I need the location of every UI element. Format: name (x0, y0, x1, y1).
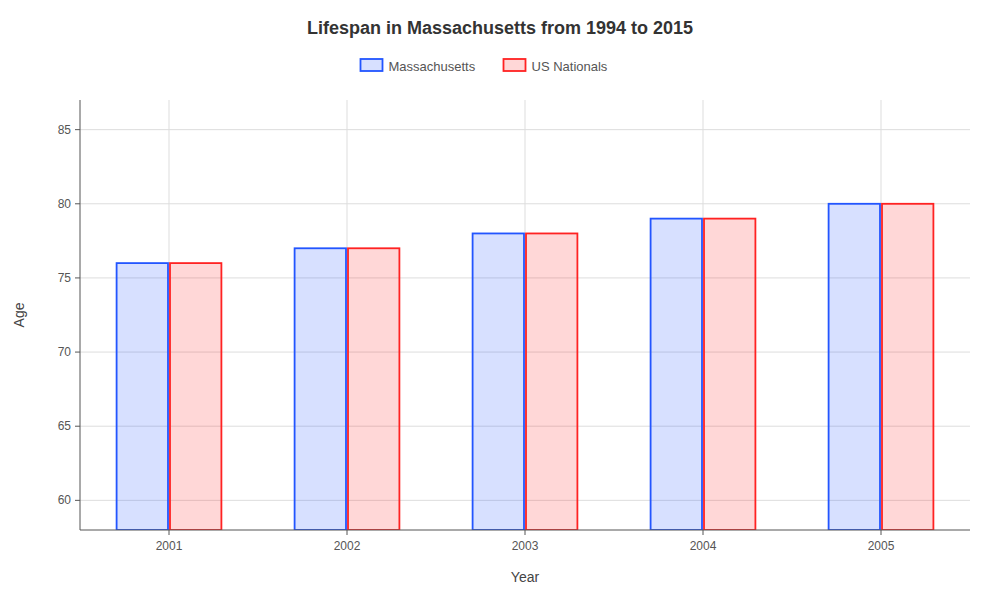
x-tick-label: 2002 (334, 539, 361, 553)
bar (170, 263, 221, 530)
grid (80, 100, 970, 530)
y-axis-line (80, 100, 81, 530)
y-tick (75, 277, 80, 278)
x-tick (347, 530, 348, 535)
legend-swatch (504, 59, 526, 71)
legend-label: Massachusetts (389, 59, 476, 74)
chart: 60 65 70 75 80 85 2001 2002 2003 2004 2005 Year Age L… (0, 0, 1000, 600)
page: {"chart_data": {"type": "bar", "title": … (0, 0, 1000, 600)
legend-swatch (361, 59, 383, 71)
x-tick (703, 530, 704, 535)
x-tick (881, 530, 882, 535)
x-axis-label: Year (511, 569, 540, 585)
bar (526, 233, 577, 530)
y-tick (75, 203, 80, 204)
bar (882, 204, 933, 530)
title: Lifespan in Massachusetts from 1994 to 2… (307, 18, 693, 38)
bars (117, 204, 934, 530)
bar (348, 248, 399, 530)
x-tick-label: 2001 (156, 539, 183, 553)
x-tick-label: 2005 (868, 539, 895, 553)
y-tick (75, 500, 80, 501)
y-tick-label: 80 (58, 197, 72, 211)
bar (704, 219, 755, 530)
x-tick-label: 2003 (512, 539, 539, 553)
y-tick-label: 75 (58, 271, 72, 285)
bar (117, 263, 168, 530)
y-tick-label: 70 (58, 345, 72, 359)
x-tick (169, 530, 170, 535)
x-tick-label: 2004 (690, 539, 717, 553)
bar (473, 233, 524, 530)
y-tick-label: 85 (58, 123, 72, 137)
bar (651, 219, 702, 530)
y-axis-label: Age (11, 302, 27, 327)
y-tick (75, 352, 80, 353)
bar (295, 248, 346, 530)
legend: Massachusetts US Nationals (361, 59, 608, 74)
bar (829, 204, 880, 530)
x-tick (525, 530, 526, 535)
y-tick-label: 60 (58, 493, 72, 507)
legend-label: US Nationals (532, 59, 608, 74)
y-tick (75, 426, 80, 427)
y-tick (75, 129, 80, 130)
y-tick-label: 65 (58, 419, 72, 433)
